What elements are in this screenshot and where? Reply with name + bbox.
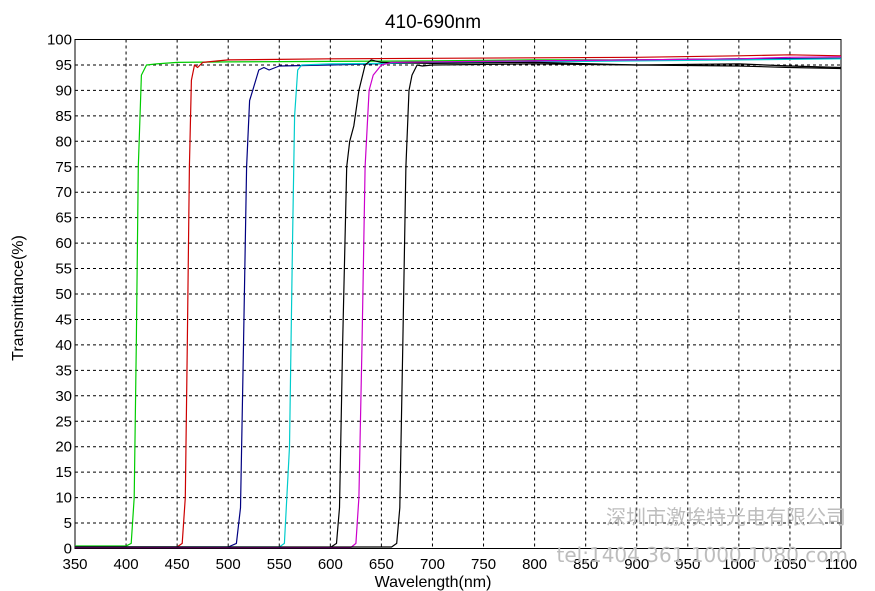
y-tick-label-8: 40 (55, 337, 72, 354)
x-tick-label-2: 450 (165, 556, 190, 573)
series-layer (75, 54, 842, 549)
x-tick-label-15: 1100 (825, 556, 857, 573)
x-tick-label-4: 550 (267, 556, 292, 573)
x-tick-label-6: 650 (369, 556, 394, 573)
y-tick-label-6: 30 (55, 388, 72, 405)
y-tick-label-0: 0 (64, 541, 72, 558)
chart-title: 410-690nm (385, 12, 481, 33)
y-tick-label-20: 100 (47, 32, 72, 49)
y-tick-label-19: 95 (55, 57, 72, 74)
y-tick-label-17: 85 (55, 108, 72, 125)
series-line-2 (75, 54, 842, 548)
y-tick-label-4: 20 (55, 439, 72, 456)
y-tick-labels: 0 5 10 15 20 25 30 35 40 45 50 55 60 65 70 75 80 85 90 95 10… (47, 32, 72, 558)
y-tick-label-14: 70 (55, 184, 72, 201)
y-tick-label-16: 80 (55, 133, 72, 150)
x-tick-label-14: 1050 (773, 556, 806, 573)
y-tick-label-15: 75 (55, 159, 72, 176)
y-tick-label-1: 5 (64, 515, 72, 532)
y-tick-label-2: 10 (55, 490, 72, 507)
y-axis-label: Transmittance(%) (10, 235, 27, 361)
x-tick-labels: 350 400 450 500 550 600 650 700 750 800 850 900 950 1… (62, 556, 857, 573)
y-tick-label-11: 55 (55, 261, 72, 278)
y-tick-label-5: 25 (55, 413, 72, 430)
grid (75, 39, 841, 549)
x-tick-label-13: 1000 (722, 556, 755, 573)
y-tick-label-10: 50 (55, 286, 72, 303)
x-tick-label-3: 500 (216, 556, 241, 573)
x-tick-label-9: 800 (522, 556, 547, 573)
x-tick-label-5: 600 (318, 556, 343, 573)
y-tick-label-3: 15 (55, 464, 72, 481)
watermark-company: 深圳市激埃特光电有限公司 (606, 505, 846, 529)
x-tick-label-8: 750 (471, 556, 496, 573)
x-tick-label-10: 850 (573, 556, 598, 573)
plot-frame (74, 39, 842, 549)
x-tick-label-11: 900 (624, 556, 649, 573)
watermark-contact: tel:1404 361 1000 1080 com (557, 543, 848, 567)
x-tick-label-0: 350 (62, 556, 87, 573)
y-tick-label-7: 35 (55, 362, 72, 379)
series-line-1 (75, 57, 842, 547)
y-tick-label-12: 60 (55, 235, 72, 252)
x-axis-label: Wavelength(nm) (375, 574, 492, 591)
y-tick-label-18: 90 (55, 82, 72, 99)
x-tick-label-1: 400 (114, 556, 139, 573)
x-tick-label-7: 700 (420, 556, 445, 573)
x-tick-label-12: 950 (675, 556, 700, 573)
series-line-4 (75, 58, 842, 548)
series-line-6 (75, 56, 842, 549)
series-line-7 (75, 63, 842, 548)
y-tick-label-13: 65 (55, 210, 72, 227)
y-tick-label-9: 45 (55, 311, 72, 328)
